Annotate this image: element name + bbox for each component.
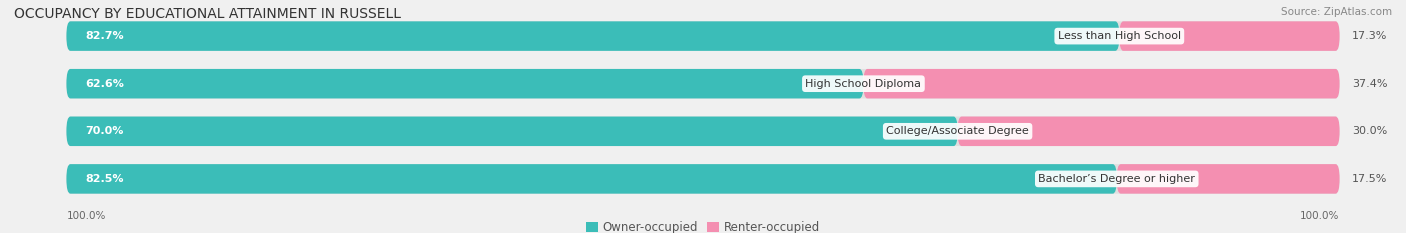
Legend: Owner-occupied, Renter-occupied: Owner-occupied, Renter-occupied (586, 221, 820, 233)
FancyBboxPatch shape (66, 164, 1340, 194)
FancyBboxPatch shape (66, 21, 1340, 51)
Text: 100.0%: 100.0% (1301, 211, 1340, 221)
Text: 17.5%: 17.5% (1353, 174, 1388, 184)
Text: OCCUPANCY BY EDUCATIONAL ATTAINMENT IN RUSSELL: OCCUPANCY BY EDUCATIONAL ATTAINMENT IN R… (14, 7, 401, 21)
Text: High School Diploma: High School Diploma (806, 79, 921, 89)
FancyBboxPatch shape (66, 69, 1340, 99)
FancyBboxPatch shape (66, 21, 1119, 51)
Text: 30.0%: 30.0% (1353, 126, 1388, 136)
Text: 17.3%: 17.3% (1353, 31, 1388, 41)
FancyBboxPatch shape (1116, 164, 1340, 194)
FancyBboxPatch shape (66, 164, 1116, 194)
Text: College/Associate Degree: College/Associate Degree (886, 126, 1029, 136)
FancyBboxPatch shape (1119, 21, 1340, 51)
Text: Less than High School: Less than High School (1057, 31, 1181, 41)
FancyBboxPatch shape (66, 116, 1340, 146)
Text: 82.7%: 82.7% (86, 31, 124, 41)
Text: 82.5%: 82.5% (86, 174, 124, 184)
Text: Source: ZipAtlas.com: Source: ZipAtlas.com (1281, 7, 1392, 17)
Text: 70.0%: 70.0% (86, 126, 124, 136)
FancyBboxPatch shape (863, 69, 1340, 99)
Text: Bachelor’s Degree or higher: Bachelor’s Degree or higher (1038, 174, 1195, 184)
FancyBboxPatch shape (66, 69, 863, 99)
Text: 100.0%: 100.0% (66, 211, 105, 221)
FancyBboxPatch shape (957, 116, 1340, 146)
Text: 62.6%: 62.6% (86, 79, 124, 89)
FancyBboxPatch shape (66, 116, 957, 146)
Text: 37.4%: 37.4% (1353, 79, 1388, 89)
